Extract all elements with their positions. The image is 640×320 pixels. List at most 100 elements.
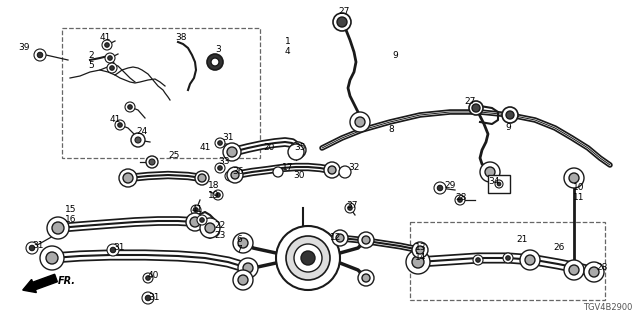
Text: 28: 28 [455, 194, 467, 203]
Circle shape [497, 182, 501, 186]
Text: 9: 9 [505, 124, 511, 132]
Circle shape [131, 133, 145, 147]
Circle shape [213, 190, 223, 200]
Circle shape [205, 223, 215, 233]
Circle shape [107, 244, 119, 256]
Circle shape [34, 49, 46, 61]
Circle shape [437, 185, 443, 191]
Circle shape [350, 112, 370, 132]
Circle shape [46, 252, 58, 264]
Circle shape [135, 137, 141, 143]
Circle shape [47, 217, 69, 239]
Circle shape [480, 162, 500, 182]
Text: 27: 27 [338, 7, 349, 17]
Circle shape [458, 198, 462, 202]
Circle shape [190, 217, 200, 227]
Circle shape [301, 251, 315, 265]
Circle shape [276, 226, 340, 290]
Text: 2: 2 [88, 52, 93, 60]
Text: 3: 3 [215, 45, 221, 54]
Circle shape [110, 247, 116, 253]
Text: 31: 31 [113, 244, 125, 252]
Text: 13: 13 [415, 244, 426, 252]
Circle shape [146, 276, 150, 280]
Circle shape [194, 208, 198, 212]
Circle shape [506, 111, 514, 119]
Bar [488, 175, 510, 193]
Circle shape [339, 166, 351, 178]
Text: 32: 32 [348, 164, 360, 172]
Text: 36: 36 [232, 167, 243, 177]
Circle shape [495, 180, 503, 188]
Bar [62, 28, 260, 158]
Circle shape [584, 262, 604, 282]
Circle shape [145, 295, 150, 301]
Text: 26: 26 [553, 244, 564, 252]
Text: FR.: FR. [58, 276, 76, 286]
Text: 38: 38 [175, 34, 186, 43]
Circle shape [434, 182, 446, 194]
Text: 31: 31 [148, 293, 159, 302]
Circle shape [191, 205, 201, 215]
Circle shape [200, 218, 220, 238]
Circle shape [412, 242, 428, 258]
Circle shape [355, 117, 365, 127]
Text: 41: 41 [110, 116, 122, 124]
Circle shape [336, 234, 344, 242]
Circle shape [455, 195, 465, 205]
Text: 20: 20 [263, 143, 275, 153]
Circle shape [502, 107, 518, 123]
Circle shape [238, 238, 248, 248]
Text: TGV4B2900: TGV4B2900 [582, 303, 632, 312]
Circle shape [37, 52, 43, 58]
Circle shape [107, 63, 117, 73]
Text: 33: 33 [218, 157, 230, 166]
Text: 41: 41 [100, 34, 111, 43]
Circle shape [105, 53, 115, 63]
Circle shape [348, 206, 352, 210]
Circle shape [472, 104, 480, 112]
FancyArrow shape [23, 274, 58, 292]
Circle shape [362, 236, 370, 244]
Circle shape [143, 273, 153, 283]
Circle shape [324, 162, 340, 178]
Circle shape [227, 167, 243, 183]
Circle shape [216, 193, 220, 197]
Circle shape [358, 270, 374, 286]
Text: 37: 37 [346, 201, 358, 210]
Circle shape [52, 222, 64, 234]
Circle shape [503, 253, 513, 263]
Circle shape [362, 274, 370, 282]
Circle shape [273, 167, 283, 177]
Text: 5: 5 [88, 61, 93, 70]
Circle shape [26, 242, 38, 254]
Text: 29: 29 [444, 180, 456, 189]
Circle shape [243, 263, 253, 273]
Text: 12: 12 [330, 233, 341, 242]
Circle shape [198, 174, 206, 182]
Text: 18: 18 [208, 180, 220, 189]
Text: 24: 24 [136, 127, 147, 137]
Circle shape [225, 171, 235, 181]
Circle shape [123, 173, 133, 183]
Circle shape [233, 233, 253, 253]
Text: 41: 41 [192, 205, 204, 214]
Text: 21: 21 [516, 236, 527, 244]
Circle shape [337, 17, 347, 27]
Circle shape [412, 256, 424, 268]
Text: 31: 31 [222, 133, 234, 142]
Circle shape [589, 267, 599, 277]
Text: 4: 4 [285, 47, 291, 57]
Circle shape [569, 265, 579, 275]
Circle shape [146, 156, 158, 168]
Circle shape [506, 256, 510, 260]
Text: 27: 27 [464, 98, 476, 107]
Text: 1: 1 [285, 37, 291, 46]
Circle shape [215, 163, 225, 173]
Circle shape [476, 258, 480, 262]
Text: 11: 11 [573, 194, 584, 203]
Circle shape [40, 246, 64, 270]
Circle shape [29, 245, 35, 251]
Circle shape [118, 123, 122, 127]
Text: 8: 8 [388, 125, 394, 134]
